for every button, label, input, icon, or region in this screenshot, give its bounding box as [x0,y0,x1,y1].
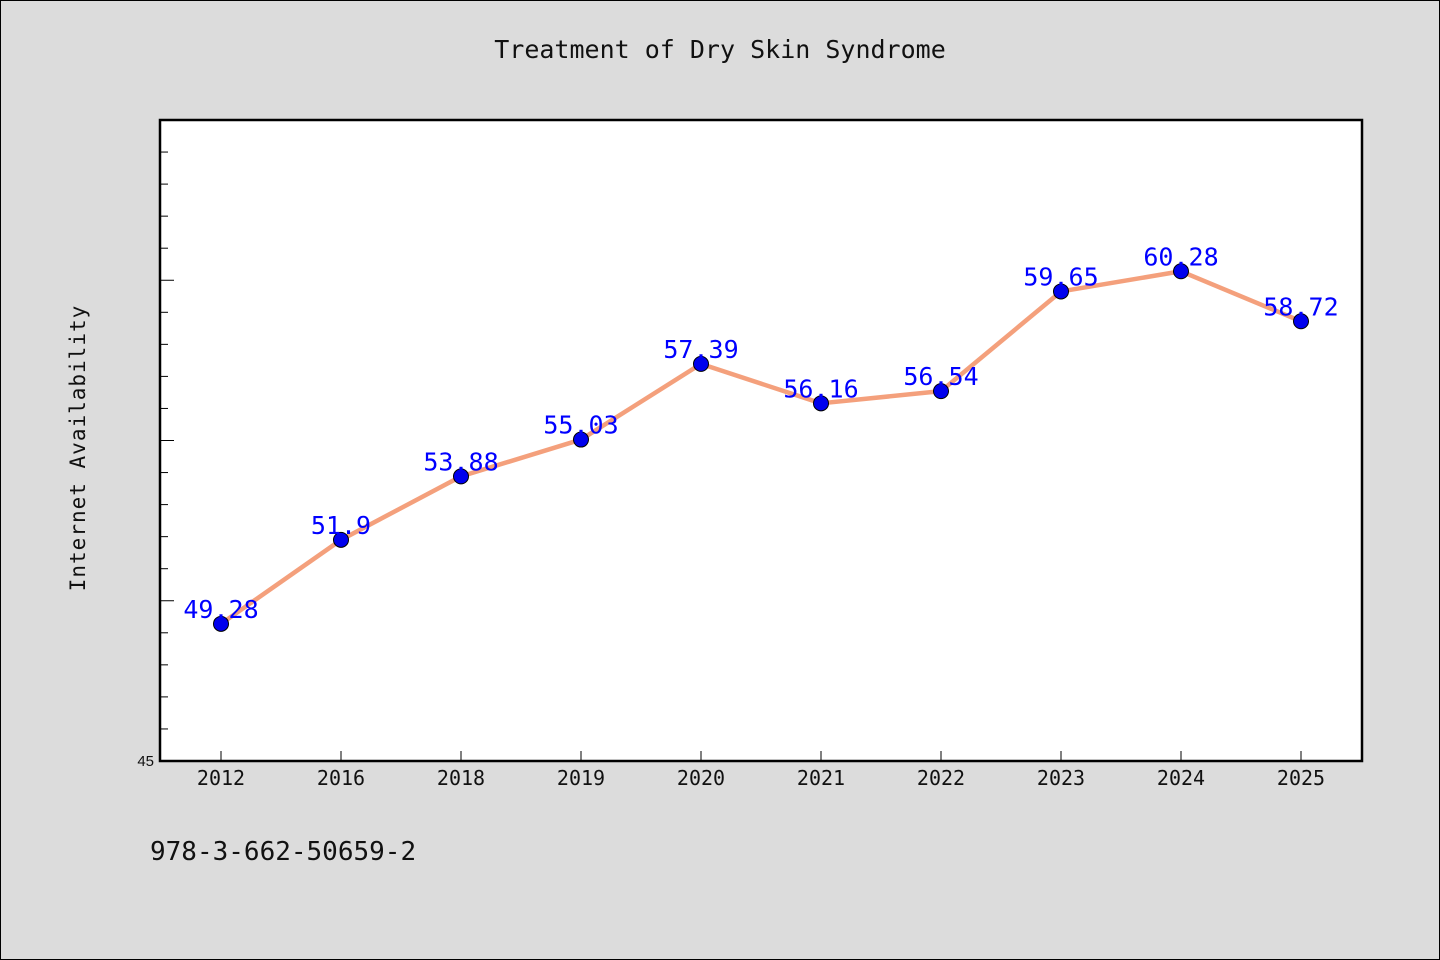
data-label: 55.03 [543,411,618,440]
x-tick-label: 2012 [197,766,245,790]
x-tick-label: 2022 [917,766,965,790]
data-point [933,383,949,400]
x-tick-label: 2025 [1277,766,1325,790]
series-line [218,269,1304,627]
data-point [573,431,589,448]
data-label: 53.88 [423,447,498,476]
x-tick-label: 2023 [1037,766,1085,790]
data-label: 58.72 [1263,292,1338,321]
data-point [333,531,349,548]
x-tick-label: 2020 [677,766,725,790]
x-tick-label: 2024 [1157,766,1205,790]
data-label: 56.16 [783,374,858,403]
x-tick-label: 2018 [437,766,485,790]
data-point [693,355,709,372]
data-label: 57.39 [663,335,738,364]
data-point [1173,263,1189,280]
x-tick-label: 2016 [317,766,365,790]
chart-title: Treatment of Dry Skin Syndrome [494,35,946,64]
data-point [1053,283,1069,300]
x-tick-label: 2021 [797,766,845,790]
series-layer: 49.28 51.9 53.88 55.03 57.39 56.16 56.54 59.65 6… [183,242,1339,632]
data-point [453,468,469,485]
x-tick-label: 2019 [557,766,605,790]
x-axis-ticks: 2012 2016 2018 2019 2020 2021 2022 2023 2024 2025 [197,751,1325,790]
y-tick-label: 45 [137,753,154,770]
data-point [813,395,829,412]
y-axis-ticks: 45 [137,119,174,770]
data-point [1293,313,1309,330]
data-label: 59.65 [1023,262,1098,291]
plot-area [158,118,1364,763]
data-label: 56.54 [903,362,978,391]
data-label: 49.28 [183,595,258,624]
data-label: 51.9 [311,511,371,540]
data-label: 60.28 [1143,242,1218,271]
data-point [213,615,229,632]
footer-code: 978-3-662-50659-2 [150,837,417,867]
